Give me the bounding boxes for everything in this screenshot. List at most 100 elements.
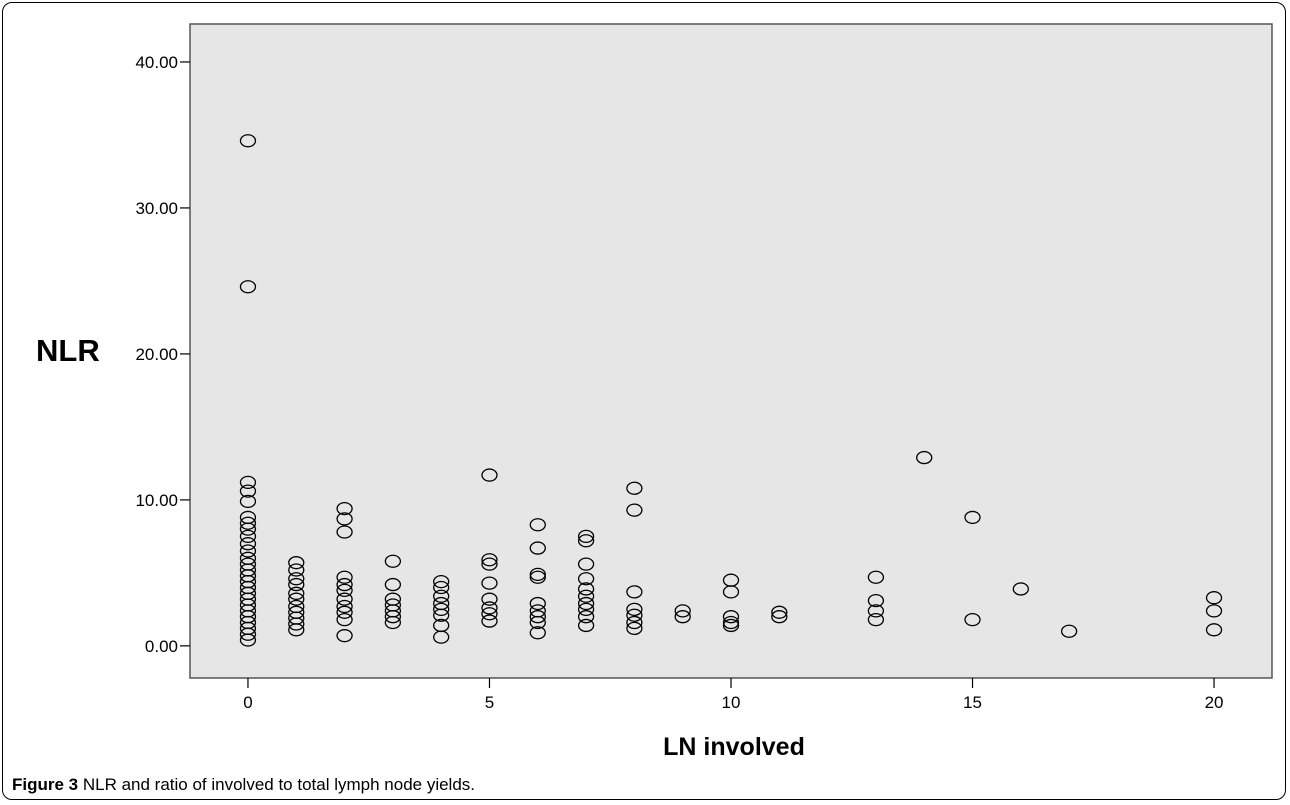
y-tick-label: 40.00 (135, 53, 178, 72)
data-point (529, 615, 546, 630)
data-point (577, 618, 595, 633)
data-point (577, 596, 595, 611)
data-point (577, 602, 595, 617)
data-point (239, 280, 257, 294)
data-point (722, 618, 740, 633)
data-point (481, 601, 498, 615)
caption-label: Figure 3 (12, 775, 79, 794)
y-tick-label: 10.00 (135, 491, 178, 510)
data-point (239, 494, 257, 509)
data-point (771, 610, 788, 624)
y-tick-label: 20.00 (135, 345, 178, 364)
data-point (529, 541, 546, 555)
data-point (1205, 623, 1223, 637)
data-point (867, 593, 885, 608)
data-point (336, 599, 353, 614)
data-point (577, 557, 595, 571)
data-point (577, 589, 595, 603)
data-point (336, 592, 353, 606)
data-point (288, 563, 305, 577)
y-axis: 0.00 10.00 20.00 30.00 40.00 (135, 53, 190, 656)
data-point (239, 475, 257, 490)
data-point (577, 610, 595, 624)
data-point (577, 582, 595, 596)
caption-text: NLR and ratio of involved to total lymph… (78, 775, 476, 794)
data-point (384, 610, 402, 624)
data-point (577, 534, 595, 548)
data-point (529, 626, 546, 640)
data-point (288, 623, 305, 637)
y-tick-label: 30.00 (135, 199, 178, 218)
data-point (239, 544, 257, 558)
data-point (867, 612, 885, 627)
data-point (1205, 591, 1223, 605)
data-point (239, 484, 257, 498)
x-tick-label: 5 (485, 693, 494, 712)
data-point (433, 589, 450, 603)
x-tick-label: 15 (963, 693, 982, 712)
data-point (771, 605, 788, 619)
data-point (239, 134, 257, 148)
data-point (529, 610, 546, 624)
data-point (239, 522, 257, 536)
data-point (288, 572, 305, 586)
data-point (1060, 624, 1078, 638)
data-point (529, 567, 546, 582)
data-point (336, 583, 353, 598)
x-tick-label: 0 (243, 693, 252, 712)
data-point (239, 516, 257, 530)
data-point (577, 572, 595, 586)
data-point (867, 604, 885, 618)
data-point (626, 481, 643, 495)
y-axis-label: NLR (36, 333, 100, 368)
data-points (239, 134, 1223, 647)
data-point (239, 633, 257, 647)
data-point (626, 602, 643, 617)
data-point (288, 592, 305, 606)
data-point (481, 614, 498, 628)
x-axis: 0 5 10 15 20 (243, 678, 1223, 712)
data-point (481, 468, 498, 482)
plot-area (189, 23, 1273, 679)
x-tick-label: 20 (1205, 693, 1224, 712)
data-point (626, 608, 643, 622)
data-point (336, 570, 353, 584)
data-point (433, 608, 450, 622)
data-point (1012, 582, 1029, 596)
x-axis-label: LN involved (663, 733, 805, 761)
data-point (626, 585, 643, 599)
data-point (433, 630, 450, 644)
data-point (239, 627, 257, 641)
data-point (336, 512, 353, 526)
data-point (626, 615, 643, 630)
data-point (384, 615, 402, 630)
y-tick-label: 0.00 (145, 637, 178, 656)
data-point (722, 585, 740, 599)
data-point (626, 621, 643, 636)
data-point (867, 570, 885, 584)
data-point (481, 557, 498, 571)
data-point (626, 503, 643, 517)
data-point (481, 592, 498, 606)
data-point (384, 577, 402, 592)
data-point (336, 502, 353, 516)
data-point (239, 537, 257, 551)
data-point (336, 605, 353, 619)
x-tick-label: 10 (722, 693, 741, 712)
data-point (336, 577, 353, 592)
data-point (1205, 604, 1223, 618)
data-point (481, 576, 498, 590)
data-point (288, 617, 305, 631)
data-point (916, 450, 933, 465)
data-point (964, 510, 981, 525)
data-point (433, 575, 450, 589)
data-point (288, 586, 305, 600)
data-point (433, 580, 450, 595)
data-point (336, 612, 353, 627)
data-point (288, 556, 305, 570)
data-point (722, 610, 740, 624)
data-point (384, 554, 402, 568)
data-point (529, 570, 546, 584)
data-point (288, 577, 305, 592)
